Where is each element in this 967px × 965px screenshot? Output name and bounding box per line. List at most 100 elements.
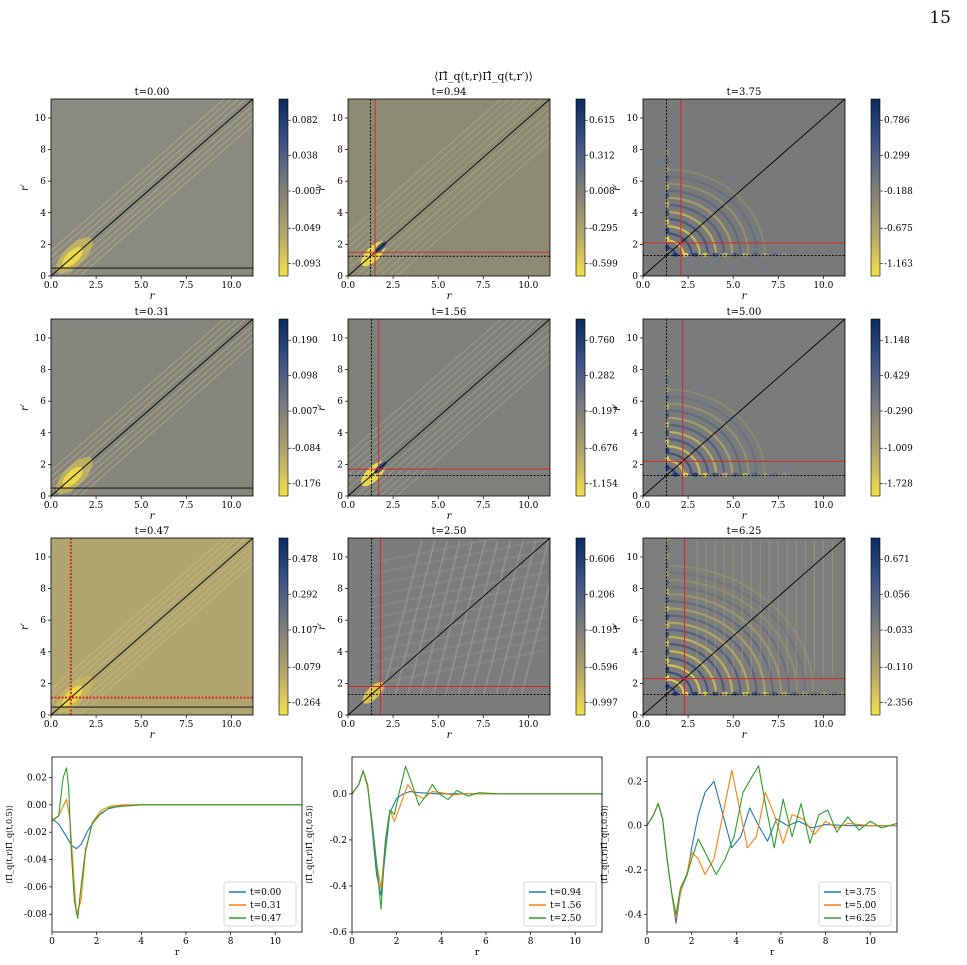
- x-tick-label: 10.0: [518, 501, 538, 511]
- axes-frame: [646, 756, 898, 933]
- contour-band: [65, 330, 253, 496]
- colorbar-tick-label: 0.098: [292, 372, 318, 382]
- y-tick-label: 0: [337, 711, 343, 721]
- contour-band: [51, 538, 232, 697]
- x-tick-label: 2.5: [89, 501, 104, 511]
- wave-node: [665, 244, 670, 251]
- colorbar: [575, 318, 586, 497]
- colorbar-tick-label: -0.264: [292, 699, 321, 709]
- wave-node: [811, 691, 818, 696]
- wave-node: [665, 175, 670, 182]
- wave-node: [672, 252, 679, 257]
- x-tick-label: 2.5: [386, 501, 401, 511]
- wave-node: [761, 691, 768, 696]
- axes-frame: [347, 318, 551, 497]
- y-tick-label: 2: [337, 460, 343, 470]
- x-tick-label: 10.0: [221, 281, 241, 291]
- x-axis-label: r: [447, 291, 453, 302]
- wave-node: [702, 472, 709, 477]
- legend-label: t=0.47: [250, 914, 281, 924]
- heatmap-title: t=0.31: [135, 307, 170, 318]
- x-tick-label: 2.5: [681, 720, 696, 730]
- wave-node: [751, 691, 758, 696]
- series-line: [52, 804, 302, 850]
- x-tick-label: 10: [269, 937, 281, 947]
- contour-band: [65, 110, 253, 276]
- colorbar-tick-label: -1.009: [884, 444, 913, 454]
- contour-band: [369, 571, 547, 609]
- axes-frame: [50, 98, 254, 277]
- contour-band: [51, 99, 232, 258]
- y-tick-label: 8: [337, 366, 343, 376]
- wave-node: [761, 252, 768, 257]
- contour-band: [520, 579, 550, 697]
- y-tick-label: -0.6: [330, 928, 348, 938]
- diagonal-line: [643, 319, 845, 496]
- x-tick-label: 4: [438, 937, 444, 947]
- colorbar-tick-label: 0.671: [884, 555, 910, 565]
- y-tick-label: 8: [632, 366, 638, 376]
- legend: t=0.00 t=0.31 t=0.47: [223, 881, 297, 927]
- wave-node: [821, 691, 828, 696]
- x-tick-label: 10.0: [221, 720, 241, 730]
- x-axis-label: r: [150, 511, 156, 522]
- colorbar-tick-label: -0.290: [884, 407, 913, 417]
- legend-label: t=5.00: [845, 901, 876, 911]
- series-line: [352, 770, 602, 896]
- colorbar-tick-label: -0.084: [292, 444, 321, 454]
- contour-band: [348, 99, 526, 256]
- y-axis-label: r′: [612, 622, 623, 630]
- x-tick-label: 2: [394, 937, 400, 947]
- y-tick-label: 0.00: [27, 801, 47, 811]
- wave-node: [665, 666, 670, 673]
- colorbar-tick-label: -0.596: [589, 663, 618, 673]
- wave-node: [665, 561, 670, 568]
- y-tick-label: 4: [40, 209, 46, 219]
- x-axis-label: r: [475, 948, 480, 958]
- colorbar-tick-label: 0.615: [589, 116, 615, 126]
- wave-node: [781, 691, 788, 696]
- plot-area: [647, 765, 897, 924]
- wave-node: [665, 395, 670, 402]
- plot-area: [52, 767, 302, 919]
- x-axis-label: r: [742, 511, 748, 522]
- x-tick-label: 5.0: [726, 720, 741, 730]
- wave-node: [665, 674, 670, 681]
- wave-node: [712, 252, 719, 257]
- wave-node: [692, 472, 699, 477]
- x-axis-label: r: [150, 730, 156, 741]
- wave-node: [665, 183, 670, 190]
- wave-node: [702, 252, 709, 257]
- contour-band: [457, 540, 499, 697]
- axes-frame: [347, 98, 551, 277]
- wave-node: [682, 472, 689, 477]
- contour-band: [380, 126, 550, 276]
- heatmap-panel: t=6.25 0.0 2.5 5.0 7.5 10.0 0 2 4 6 8 10 r r′ 0.671 0.0…: [612, 526, 913, 741]
- contour-band: [51, 319, 232, 478]
- y-tick-label: 0.02: [27, 774, 47, 784]
- axes-frame: [51, 756, 303, 933]
- contour-band: [72, 556, 253, 715]
- colorbar-tick-label: -0.033: [884, 626, 913, 636]
- y-axis-label: r′: [20, 183, 31, 191]
- x-tick-label: 10.0: [813, 501, 833, 511]
- wave-node: [665, 218, 670, 225]
- heatmap-title: t=3.75: [727, 87, 762, 98]
- heatmap-title: t=6.25: [727, 526, 762, 537]
- y-tick-label: 10: [332, 334, 344, 344]
- x-tick-label: 2.5: [386, 281, 401, 291]
- y-tick-label: 8: [40, 585, 46, 595]
- heatmap-title: t=5.00: [727, 307, 762, 318]
- x-tick-label: 6: [183, 937, 189, 947]
- x-tick-label: 7.5: [476, 281, 491, 291]
- y-tick-label: 2: [632, 679, 638, 689]
- x-tick-label: 0.0: [44, 281, 59, 291]
- contour-band: [431, 540, 474, 697]
- y-tick-label: 8: [337, 146, 343, 156]
- x-tick-label: 7.5: [771, 501, 786, 511]
- contour-band: [396, 141, 550, 276]
- y-tick-label: 6: [632, 177, 638, 187]
- x-tick-label: 10: [569, 937, 581, 947]
- wave-node: [665, 421, 670, 428]
- y-tick-label: 0: [632, 492, 638, 502]
